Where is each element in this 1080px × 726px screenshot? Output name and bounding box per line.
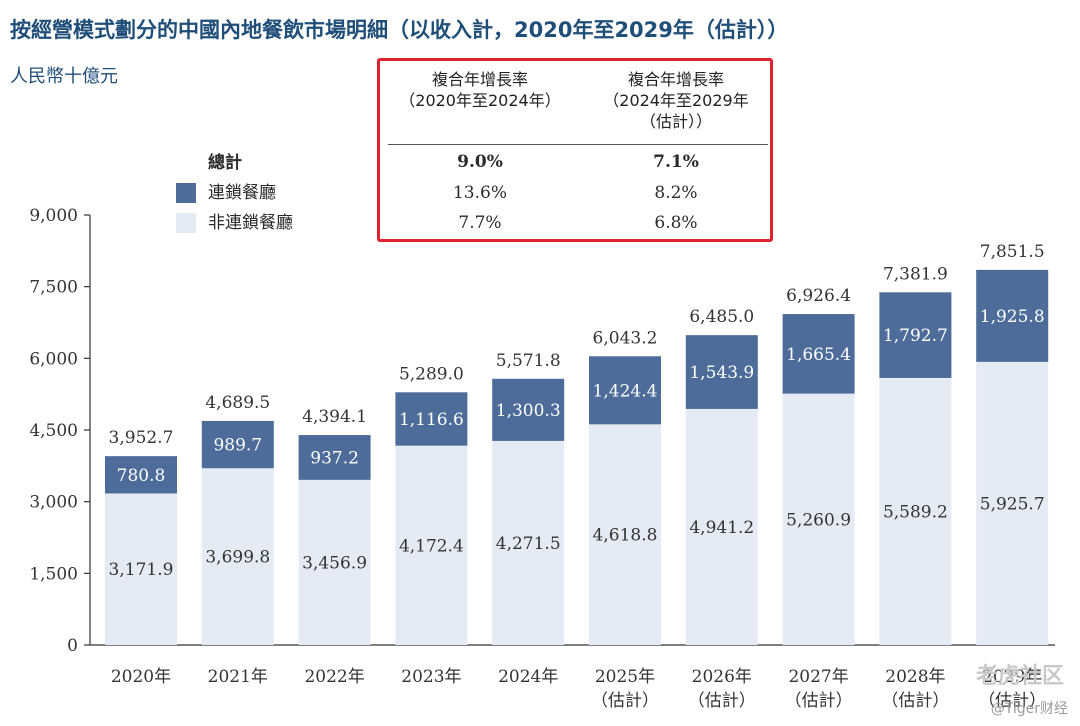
bar-total-label: 6,485.0: [689, 307, 754, 327]
bar-nonchain-label: 4,271.5: [496, 534, 561, 554]
bar-nonchain: [201, 468, 274, 645]
bar-nonchain: [879, 377, 952, 645]
x-tick-label: 2021年: [208, 667, 268, 687]
legend-nonchain-swatch: [176, 213, 196, 233]
y-tick-label: 0: [67, 636, 78, 656]
cagr-nonchain-c2: 6.8%: [654, 213, 698, 233]
x-tick-label: 2028年: [885, 667, 945, 687]
cagr-table: 複合年增長率 （2020年至2024年） 複合年增長率 （2024年至2029年…: [377, 58, 773, 242]
bar-chain-label: 1,925.8: [980, 307, 1045, 327]
x-tick-label: （估計）: [591, 691, 659, 711]
bar-nonchain-label: 4,941.2: [689, 518, 754, 538]
bar-total-label: 3,952.7: [109, 428, 174, 448]
legend-nonchain-label: 非連鎖餐廳: [208, 213, 293, 233]
bar-nonchain: [395, 445, 468, 645]
bar-nonchain: [298, 479, 371, 645]
x-tick-label: 2020年: [111, 667, 171, 687]
bar-nonchain-label: 4,618.8: [593, 526, 658, 546]
y-tick-label: 1,500: [29, 564, 78, 584]
x-tick-label: 2024年: [498, 667, 558, 687]
bar-nonchain-label: 5,260.9: [786, 510, 851, 530]
bar-chain: [879, 292, 952, 378]
bar-chain: [782, 314, 855, 394]
bar-chain: [201, 420, 274, 469]
bar-chain-label: 1,543.9: [689, 363, 754, 383]
legend-chain-swatch: [176, 183, 196, 203]
y-tick-label: 3,000: [29, 493, 78, 513]
bar-chain: [105, 456, 177, 494]
bar-nonchain-label: 3,699.8: [205, 548, 270, 568]
bar-nonchain-label: 5,925.7: [980, 494, 1045, 514]
bar-chain: [492, 378, 565, 441]
bar-total-label: 4,689.5: [205, 393, 270, 413]
legend-total-label: 總計: [208, 153, 242, 173]
watermark-sub: @Tiger财经: [990, 701, 1068, 717]
y-tick-label: 9,000: [29, 206, 78, 226]
bar-chain-label: 989.7: [213, 436, 262, 456]
unit-label: 人民幣十億元: [10, 66, 118, 87]
cagr-chain-c1: 13.6%: [452, 183, 507, 203]
bar-total-label: 7,851.5: [980, 242, 1045, 262]
bar-chain: [589, 356, 661, 425]
bar-chain: [298, 435, 371, 480]
bar-nonchain-label: 3,456.9: [302, 553, 367, 573]
cagr-nonchain-c1: 7.7%: [458, 213, 502, 233]
bar-nonchain: [589, 424, 661, 645]
cagr-divider: [388, 144, 768, 145]
bar-nonchain: [685, 408, 758, 645]
x-tick-label: 2029年: [982, 667, 1042, 687]
bar-nonchain-label: 3,171.9: [109, 560, 174, 580]
cagr-col2-header-line2: （2024年至2029年: [603, 91, 749, 110]
x-tick-label: 2027年: [788, 667, 848, 687]
bar-chain-label: 937.2: [310, 448, 359, 468]
bar-nonchain-label: 5,589.2: [883, 502, 948, 522]
bar-total-label: 4,394.1: [302, 407, 367, 427]
cagr-col1-header: 複合年增長率 （2020年至2024年）: [380, 69, 580, 111]
bar-chain: [976, 269, 1049, 362]
x-tick-label: 2022年: [304, 667, 364, 687]
bar-nonchain: [976, 361, 1049, 645]
bar-total-label: 5,289.0: [399, 364, 464, 384]
cagr-col1-header-line2: （2020年至2024年）: [399, 91, 561, 110]
cagr-col2-header-line3: （估計））: [639, 112, 712, 131]
chart-title: 按經營模式劃分的中國內地餐飲市場明細（以收入計，2020年至2029年（估計））: [10, 18, 789, 42]
cagr-col2-header-line1: 複合年增長率: [627, 70, 724, 89]
bar-chain-label: 1,116.6: [399, 410, 464, 430]
x-tick-label: 2025年: [595, 667, 655, 687]
bar-chain-label: 1,665.4: [786, 345, 851, 365]
legend-chain-label: 連鎖餐廳: [208, 183, 276, 203]
cagr-chain-c2: 8.2%: [654, 183, 698, 203]
bar-chain-label: 1,300.3: [496, 401, 561, 421]
cagr-total-c2: 7.1%: [653, 152, 699, 172]
bar-nonchain: [782, 393, 855, 645]
bar-chain: [685, 335, 758, 409]
x-tick-label: （估計）: [881, 691, 949, 711]
x-tick-label: 2026年: [692, 667, 752, 687]
y-tick-label: 7,500: [29, 278, 78, 298]
bar-total-label: 7,381.9: [883, 264, 948, 284]
bar-total-label: 6,926.4: [786, 286, 851, 306]
bar-nonchain-label: 4,172.4: [399, 536, 464, 556]
bar-chain-label: 780.8: [117, 466, 166, 486]
x-tick-label: （估計）: [978, 691, 1046, 711]
cagr-total-c1: 9.0%: [457, 152, 503, 172]
bar-nonchain: [105, 493, 177, 645]
cagr-col2-header: 複合年增長率 （2024年至2029年 （估計））: [576, 69, 776, 132]
cagr-col1-header-line1: 複合年增長率: [431, 70, 528, 89]
bar-chain: [395, 392, 468, 446]
y-tick-label: 6,000: [29, 349, 78, 369]
bar-total-label: 5,571.8: [496, 351, 561, 371]
y-tick-label: 4,500: [29, 421, 78, 441]
bar-chain-label: 1,792.7: [883, 326, 948, 346]
x-tick-label: （估計）: [688, 691, 756, 711]
bar-chain-label: 1,424.4: [593, 381, 658, 401]
bar-nonchain: [492, 440, 565, 645]
x-tick-label: 2023年: [401, 667, 461, 687]
bar-total-label: 6,043.2: [593, 328, 658, 348]
x-tick-label: （估計）: [785, 691, 853, 711]
watermark: 老虎社区: [975, 664, 1064, 689]
